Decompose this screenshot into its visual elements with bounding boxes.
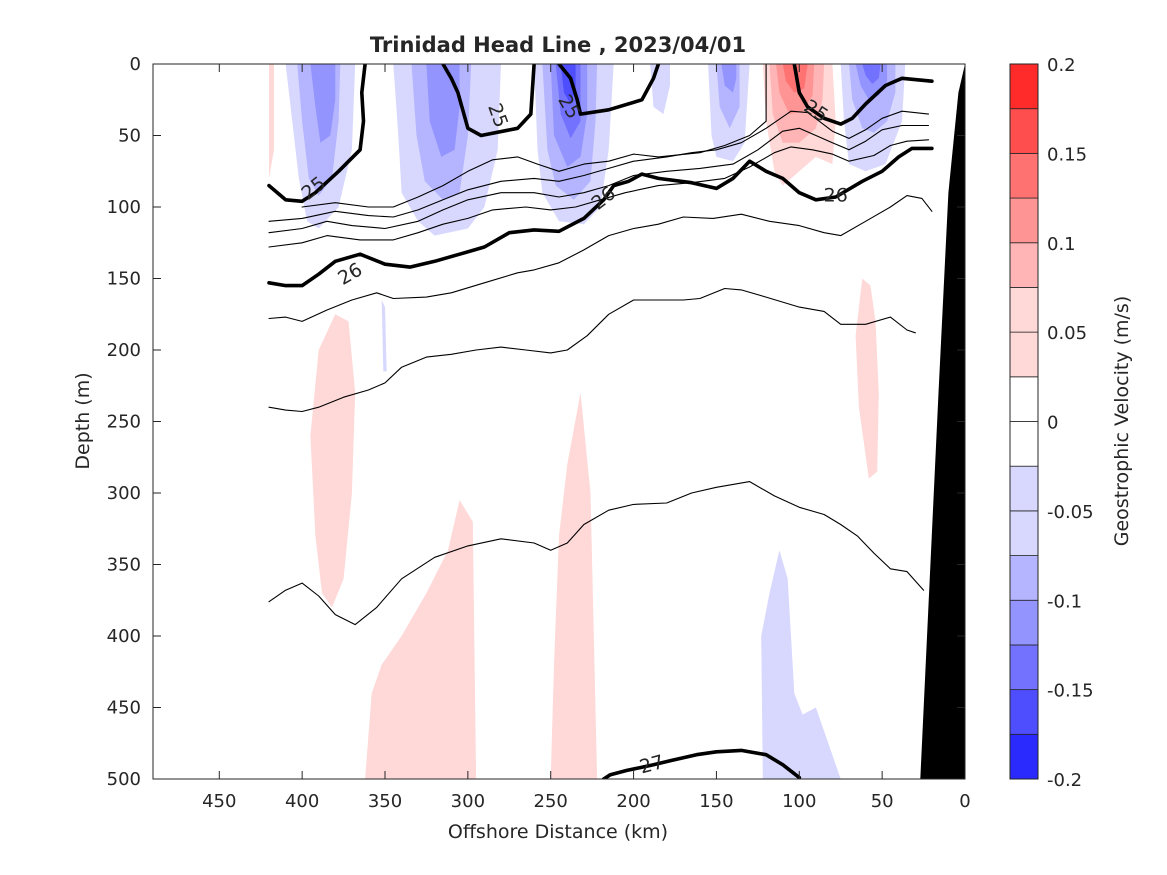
y-tick-label-0: 0 [130,54,141,75]
y-tick-label-5: 250 [107,412,141,433]
x-tick-label-9: 0 [959,791,970,812]
velocity-region-29 [761,550,841,779]
colorbar-swatch-0 [1009,733,1039,780]
isopycnal-27-12 [601,748,802,779]
y-axis-label: Depth (m) [72,372,94,469]
colorbar-tick-label-6: -0.1 [1047,591,1082,612]
colorbar-swatch-14 [1009,108,1039,154]
x-tick-label-3: 300 [451,791,485,812]
colorbar-tick-label-1: 0.15 [1047,144,1087,165]
velocity-region-25 [310,314,356,608]
colorbar-swatch-9 [1009,331,1039,378]
y-tick-label-1: 50 [118,126,141,147]
isopycnal-26.5-10 [268,287,916,413]
colorbar-label: Geostrophic Velocity (m/s) [1111,296,1133,546]
y-tick-label-6: 300 [107,483,141,504]
colorbar-swatch-4 [1009,555,1039,601]
colorbar-tick-label-4: 0 [1047,413,1058,434]
isopycnal-25.8-6 [268,124,930,234]
colorbar-swatch-2 [1009,644,1039,691]
velocity-region-6 [426,64,460,157]
isopycnal-25-0 [267,64,367,204]
y-tick-label-9: 450 [107,698,141,719]
y-tick-label-3: 150 [107,269,141,290]
chart-title: Trinidad Head Line , 2023/04/01 [370,33,746,57]
colorbar-swatch-7 [1009,421,1039,467]
contour-label-group-6: 26 [824,185,848,207]
velocity-region-15 [721,64,737,93]
velocity-region-0 [269,64,274,179]
velocity-region-11 [560,64,576,104]
isopycnal-25-1 [441,64,536,138]
velocity-region-24 [381,300,387,372]
colorbar-swatch-11 [1009,242,1039,288]
contour-label-6: 26 [824,185,848,207]
y-tick-label-10: 500 [107,769,141,790]
colorbar-tick-label-2: 0.1 [1047,234,1076,255]
land-layer [920,64,965,779]
y-tick-label-8: 400 [107,626,141,647]
x-tick-label-4: 250 [534,791,568,812]
x-axis-label: Offshore Distance (km) [448,821,668,843]
velocity-region-27 [365,500,477,779]
colorbar-swatch-12 [1009,197,1039,244]
colorbar-tick-label-7: -0.15 [1047,681,1094,702]
colorbar-tick-label-8: -0.2 [1047,770,1082,791]
velocity-region-23 [862,64,881,84]
colorbar-frame [1009,63,1039,780]
colorbar-swatch-8 [1009,376,1039,422]
y-tick-label-2: 100 [107,197,141,218]
isopycnal-25.5-5 [268,110,930,222]
y-axis-ticks: 0 50 100 150 200 250 300 350 400 450 500 [107,54,965,790]
velocity-region-26 [855,278,879,479]
isopycnal-25.5-4 [301,64,767,208]
colorbar-swatch-10 [1009,287,1039,333]
isopycnal-26.2-9 [268,195,933,322]
land-mask [920,64,965,779]
x-tick-label-1: 400 [285,791,319,812]
x-tick-label-6: 150 [699,791,733,812]
x-tick-label-0: 450 [202,791,236,812]
colorbar-swatch-3 [1009,599,1039,646]
isopycnal-contour-layer [267,64,934,779]
y-tick-label-4: 200 [107,340,141,361]
isopycnal-25-3 [792,64,934,126]
colorbar: 0.2 0.15 0.1 0.05 0 -0.05 -0.1 -0.15 -0.2 [1009,55,1094,791]
colorbar-swatch-5 [1009,510,1039,556]
colorbar-swatch-1 [1009,689,1039,735]
isopycnal-25.9-7 [268,139,930,248]
x-tick-label-8: 50 [871,791,894,812]
colorbar-tick-label-0: 0.2 [1047,55,1076,76]
isopycnal-25-2 [557,64,661,116]
x-axis-ticks: 450 400 350 300 250 200 150 100 50 0 [202,64,971,812]
velocity-region-28 [550,392,598,779]
x-tick-label-5: 200 [616,791,650,812]
y-tick-label-7: 350 [107,555,141,576]
isopycnal-26-8 [267,146,934,288]
velocity-fill-layer [269,64,906,779]
colorbar-swatch-15 [1009,63,1039,110]
colorbar-tick-label-3: 0.05 [1047,323,1087,344]
colorbar-tick-label-5: -0.05 [1047,502,1094,523]
x-tick-label-7: 100 [782,791,816,812]
colorbar-swatch-6 [1009,465,1039,512]
velocity-region-3 [310,64,336,143]
colorbar-swatch-13 [1009,152,1039,199]
x-tick-label-2: 350 [368,791,402,812]
isopycnal-26.6-11 [268,481,925,626]
